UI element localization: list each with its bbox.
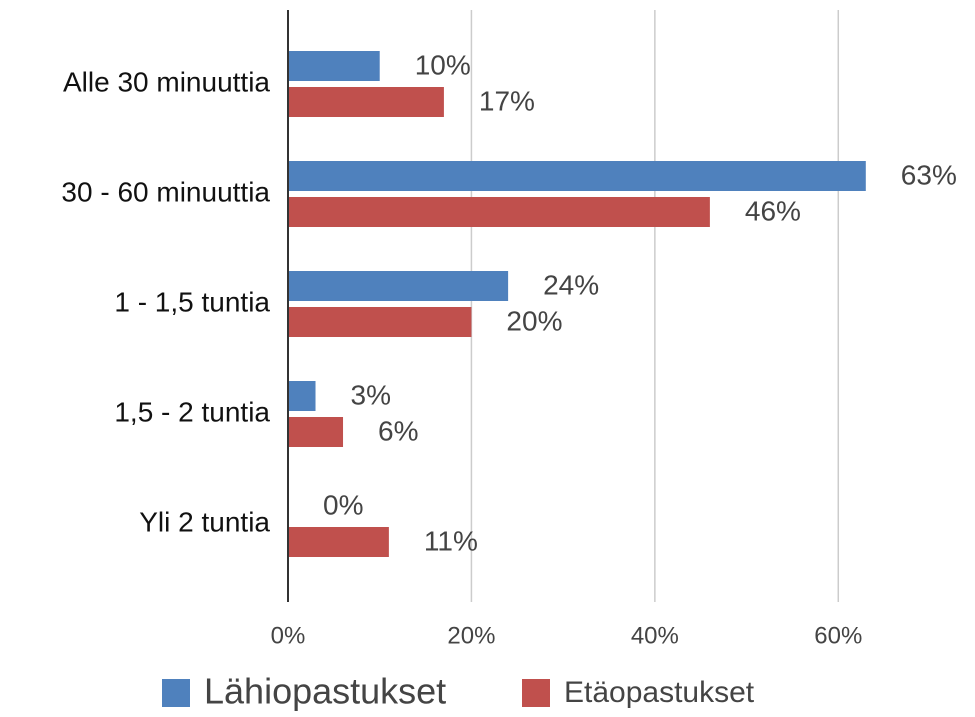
x-tick-label: 20% [447, 622, 495, 649]
category-label: Yli 2 tuntia [139, 506, 270, 537]
bar [288, 161, 866, 191]
value-label: 11% [424, 525, 478, 556]
x-tick-label: 40% [631, 622, 679, 649]
bar [288, 197, 710, 227]
legend-label: Etäopastukset [564, 676, 755, 709]
bar [288, 527, 389, 557]
value-label: 3% [351, 379, 391, 410]
bar [288, 271, 509, 301]
value-label: 63% [901, 159, 957, 190]
legend-swatch [522, 679, 550, 707]
legend-label: Lähiopastukset [204, 671, 446, 712]
bar [288, 307, 472, 337]
x-tick-label: 0% [271, 622, 306, 649]
value-label: 17% [479, 85, 535, 116]
bar [288, 87, 444, 117]
value-label: 0% [323, 489, 363, 520]
category-label: 30 - 60 minuuttia [61, 176, 270, 207]
category-label: Alle 30 minuuttia [63, 66, 270, 97]
x-tick-label: 60% [814, 622, 862, 649]
value-label: 6% [378, 415, 418, 446]
bar [288, 381, 316, 411]
bar [288, 417, 344, 447]
value-label: 20% [506, 305, 562, 336]
category-label: 1,5 - 2 tuntia [114, 396, 270, 427]
legend-swatch [162, 679, 190, 707]
value-label: 24% [543, 269, 599, 300]
value-label: 10% [415, 49, 471, 80]
category-label: 1 - 1,5 tuntia [114, 286, 270, 317]
value-label: 46% [745, 195, 801, 226]
bar [288, 51, 380, 81]
